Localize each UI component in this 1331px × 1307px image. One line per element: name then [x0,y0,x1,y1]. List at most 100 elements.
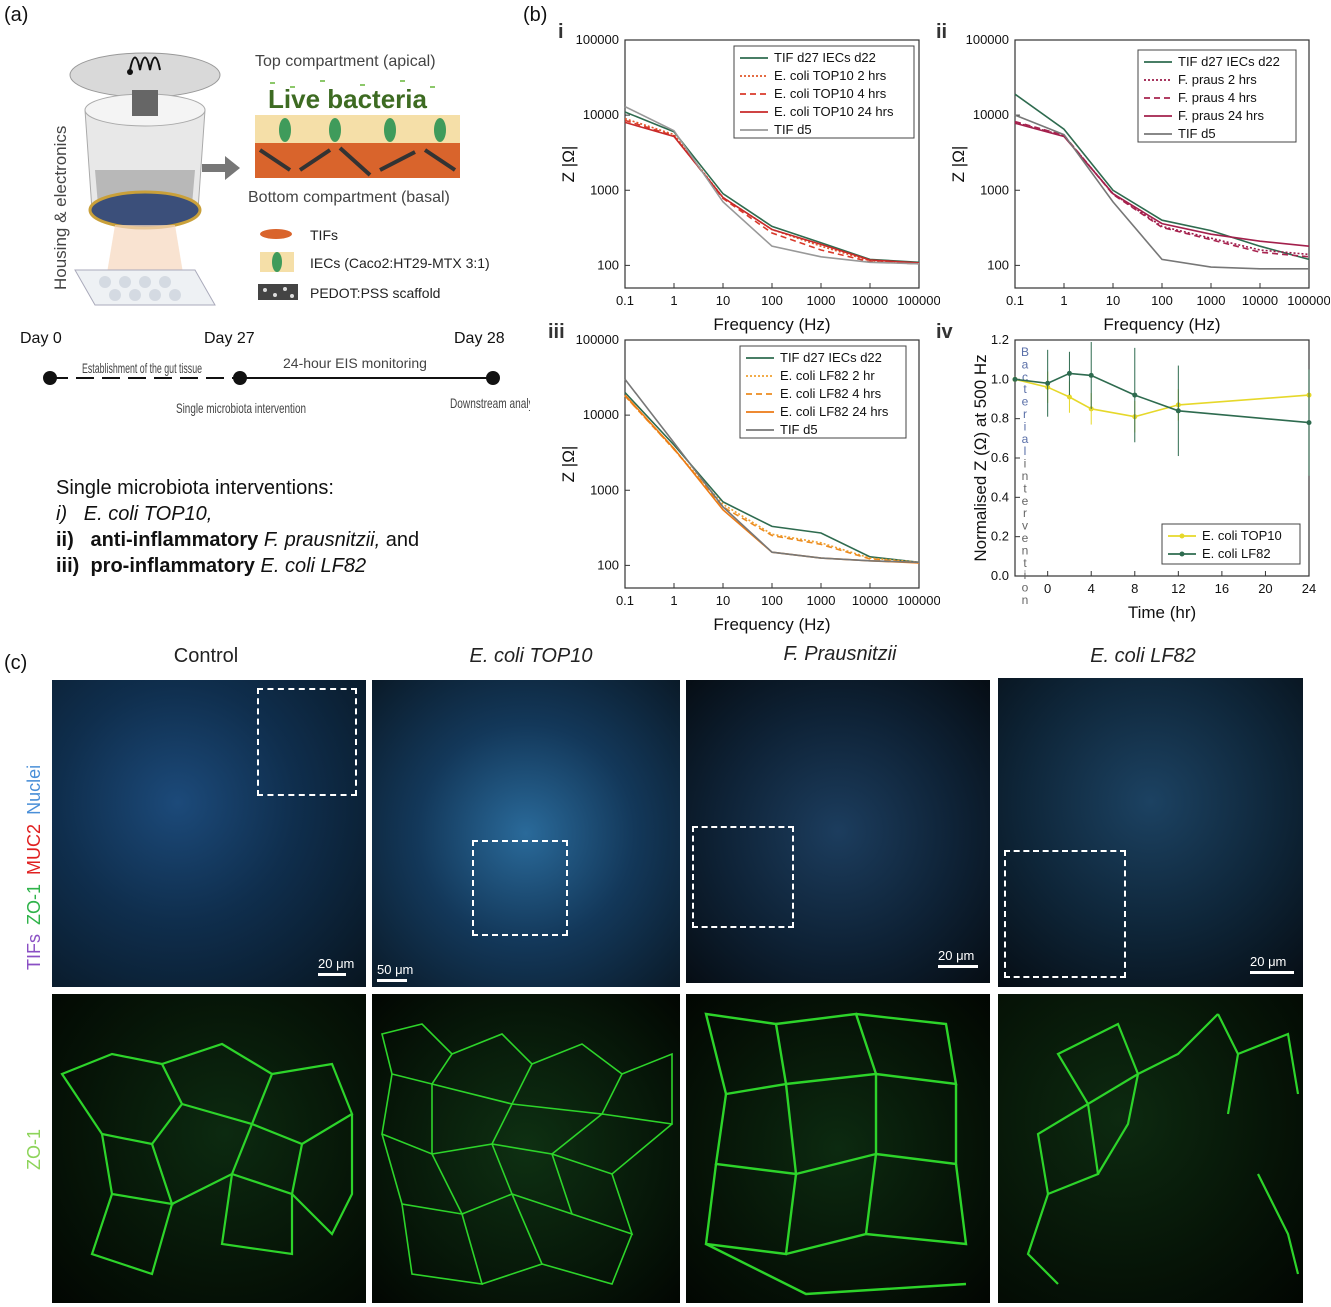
chart-i-ylabel: Z |Ω| [559,146,578,183]
x-tick-label: 12 [1171,581,1185,596]
legend-tifs: TIFs [310,227,338,243]
annotation-letter: c [1022,370,1028,384]
x-tick-label: 0.1 [1006,293,1024,308]
y-tick-label: 0.8 [991,411,1009,426]
scalebar-control-text: 20 μm [318,956,355,971]
intervention-ii: ii) anti-inflammatory F. prausnitzii, an… [56,527,419,553]
chart-i: i 0.1 1 10 100 1000 10000 100000 100 1000 10000 10… [558,21,940,334]
intervention-ii-species: F. prausnitzii, [263,529,381,551]
timeline-eis: 24-hour EIS monitoring [283,355,427,371]
intervention-iii: iii) pro-inflammatory E. coli LF82 [56,553,366,579]
y-tick-label: 1000 [590,182,619,197]
x-tick-label: 4 [1088,581,1095,596]
legend-entry: E. coli TOP10 [1202,528,1282,543]
chart-iii-ylabel: Z |Ω| [559,446,578,483]
y-tick-label: 1.0 [991,371,1009,386]
timeline-day28: Day 28 [454,330,505,347]
x-tick-label: 100 [1151,293,1173,308]
y-tick-label: 100000 [966,32,1009,47]
annotation-letter: i [1024,457,1027,471]
annotation-letter: v [1022,519,1028,533]
y-tick-label: 0.2 [991,529,1009,544]
chart-iv-xlabel: Time (hr) [1128,603,1196,622]
annotation-letter: e [1022,531,1029,545]
series-line-ii-1 [1014,121,1310,256]
housing-label: Housing & electronics [51,126,70,290]
x-tick-label: 10 [716,293,730,308]
legend-entry: E. coli LF82 [1202,546,1271,561]
col-title-control: Control [173,645,239,667]
y-tick-label: 100 [597,257,619,272]
x-tick-label: 0.1 [616,293,634,308]
intervention-ii-num: ii) [56,529,74,551]
annotation-letter: r [1023,506,1027,520]
legend-entry: TIF d27 IECs d22 [774,50,876,65]
intervention-i: i) E. coli TOP10, [56,501,212,527]
chart-ii-legend [1137,49,1297,143]
series-line-i-4 [624,105,920,265]
intervention-i-num: i) [56,503,68,525]
bottom-compartment-label: Bottom compartment (basal) [248,189,450,206]
intervention-iii-num: iii) [56,555,80,577]
legend-iecs: IECs (Caco2:HT29-MTX 3:1) [310,255,490,271]
micro-ecoli-top10-zo1 [372,994,680,1303]
annotation-letter: i [1024,419,1027,433]
x-tick-label: 1 [1060,293,1067,308]
legend-entry: E. coli TOP10 4 hrs [774,86,887,101]
chart-iii-legend [739,345,907,439]
data-point [1012,376,1018,382]
chart-ii-ylabel: Z |Ω| [949,146,968,183]
x-tick-label: 100000 [897,593,940,608]
chart-iii-label: iii [548,321,565,343]
series-line-i-3 [624,121,920,264]
micro-control-merged: 20 μm [52,680,366,987]
chart-iii: iii 0.1 1 10 100 1000 10000 100000 100 1000 10000… [548,321,940,634]
series-line-ii-3 [1014,122,1310,247]
y-tick-label: 1000 [590,482,619,497]
x-tick-label: 100000 [1287,293,1330,308]
zoom-box-ecoli-top10 [472,840,568,936]
row2-label-zo1: ZO-1 [24,1129,44,1170]
scalebar-fpraus: 20 μm [938,948,978,968]
micro-ecoli-lf82-zo1 [998,994,1303,1303]
x-tick-label: 1 [670,593,677,608]
chart-iv-legend [1161,523,1301,565]
timeline-establishment: Establishment of the gut tissue [82,360,202,376]
chart-i-legend [733,45,915,139]
x-tick-label: 10 [716,593,730,608]
x-tick-label: 0 [1044,581,1051,596]
series-line-iii-4 [624,378,920,564]
zoom-box-ecoli-lf82 [1004,850,1126,978]
annotation-letter: t [1023,556,1027,570]
col-title-ecoli-lf82: E. coli LF82 [1090,645,1196,667]
annotation-letter: e [1022,494,1029,508]
data-point [1045,380,1051,386]
legend-entry: TIF d27 IECs d22 [1178,54,1280,69]
x-tick-label: 10000 [852,593,888,608]
zo1-network-ecoli-top10 [381,1023,673,1285]
annotation-letter: n [1022,469,1029,483]
annotation-letter: i [1024,568,1027,582]
x-tick-label: 16 [1215,581,1229,596]
scalebar-ecoli-top10-text: 50 μm [377,962,414,977]
y-tick-label: 0.0 [991,568,1009,583]
data-point [1088,372,1094,378]
legend-entry: TIF d5 [1178,126,1216,141]
micro-fpraus-merged: 20 μm [686,680,990,983]
chart-i-xlabel: Frequency (Hz) [713,315,830,334]
intervention-i-text: E. coli TOP10, [83,503,213,525]
col-title-ecoli-top10: E. coli TOP10 [469,645,593,667]
x-tick-label: 1 [670,293,677,308]
scalebar-fpraus-text: 20 μm [938,948,975,963]
x-tick-label: 20 [1258,581,1272,596]
data-point [1066,394,1072,400]
intervention-ii-tail: and [385,529,420,551]
legend-entry: TIF d5 [780,422,818,437]
series-line-iv-0 [1014,378,1310,418]
x-tick-label: 10000 [1242,293,1278,308]
annotation-letter: t [1023,481,1027,495]
data-point [1088,406,1094,412]
x-tick-label: 1000 [807,293,836,308]
x-tick-label: 24 [1302,581,1316,596]
chart-ii: ii 0.1 1 10 100 1000 10000 100000 100 1000 10000 1… [936,21,1330,334]
